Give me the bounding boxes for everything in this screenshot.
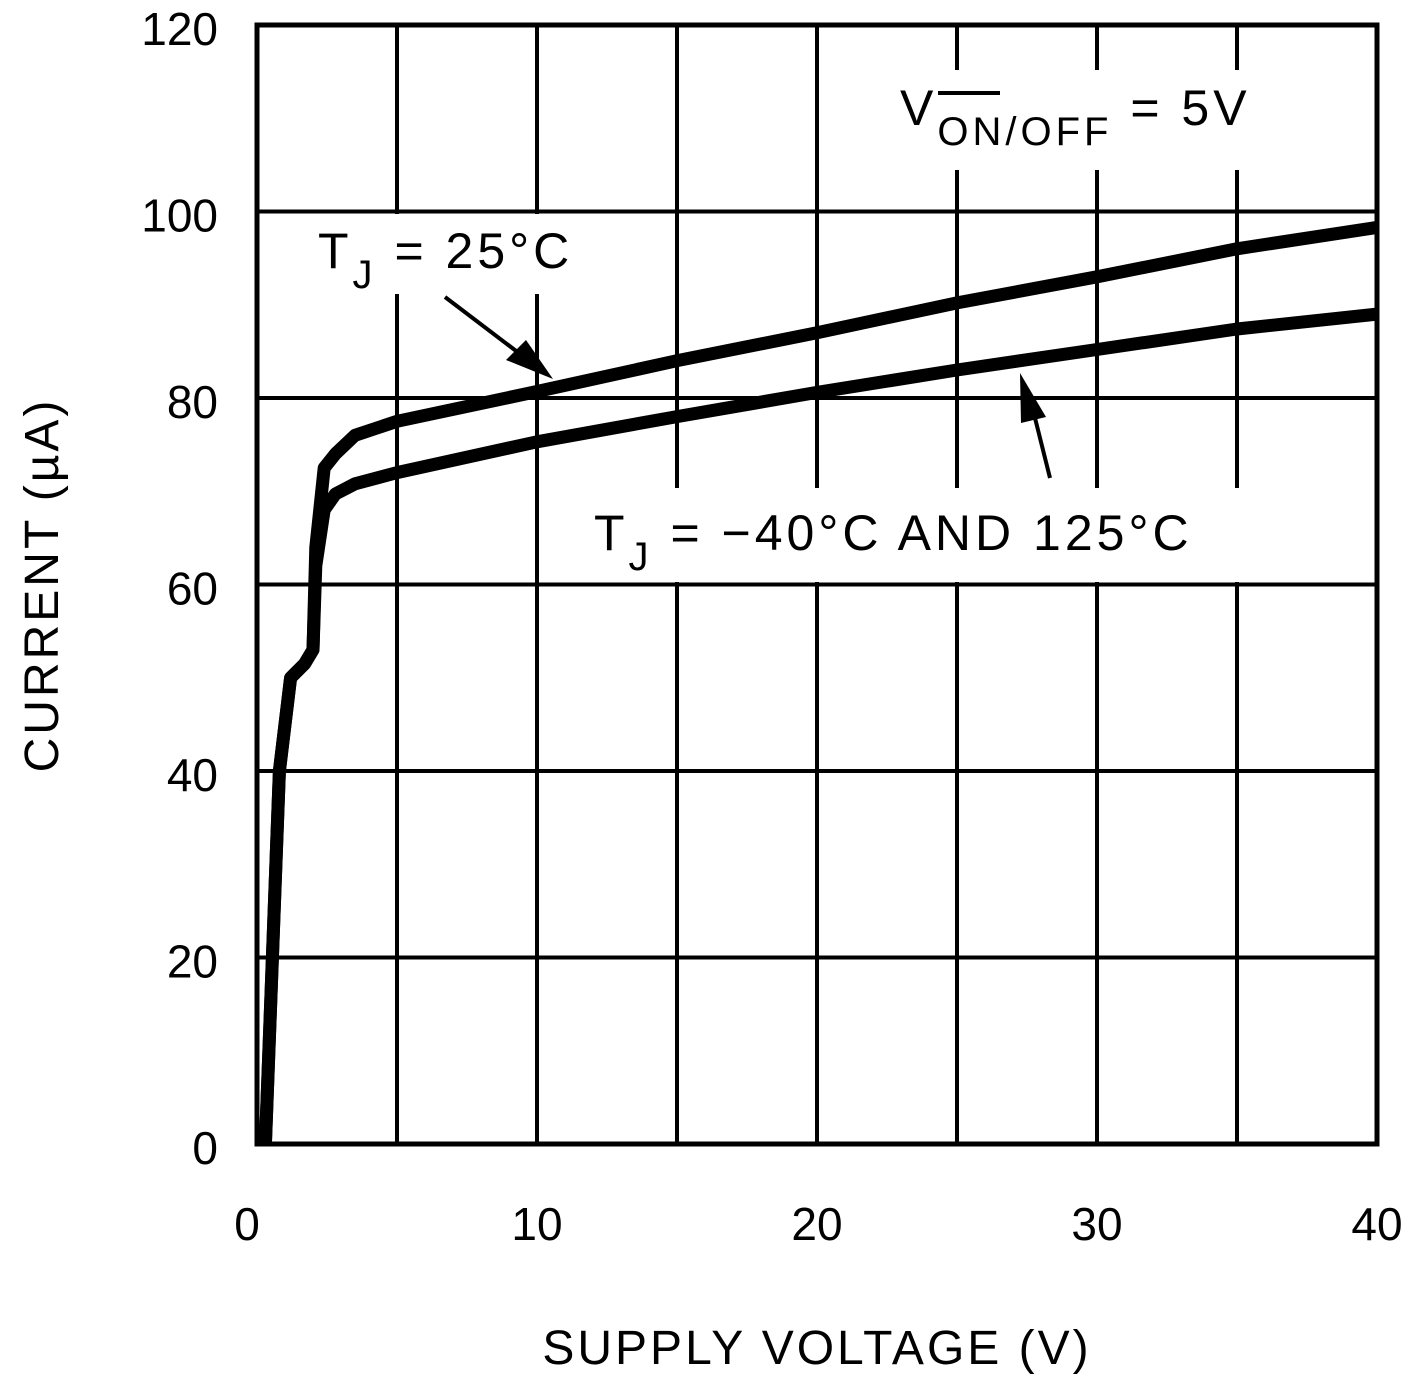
condition-sub-rest: /OFF	[1005, 110, 1112, 154]
arrow-25c	[443, 295, 553, 379]
series-line-1	[258, 307, 1378, 1145]
x-tick-label: 30	[1071, 1198, 1122, 1250]
x-tick-label: 20	[791, 1198, 842, 1250]
y-tick-label: 100	[141, 190, 218, 242]
y-tick-label: 40	[167, 749, 218, 801]
y-tick-label: 120	[141, 3, 218, 55]
x-tick-label: 10	[511, 1198, 562, 1250]
plot-frame	[254, 22, 1380, 1147]
annotation-40c-125c: TJ = −40°C AND 125°C	[594, 505, 1193, 579]
annotation-40c-tail: = −40°C AND 125°C	[653, 505, 1193, 561]
y-tick-label: 0	[192, 1122, 218, 1174]
annotation-25c-main: T	[318, 223, 353, 279]
annotation-bg-40c-125c	[578, 488, 1338, 582]
annotation-40c-sub: J	[629, 535, 653, 579]
condition-sub-overbar: ON	[937, 110, 1005, 154]
condition-annotation: VON/OFF = 5V	[900, 80, 1251, 154]
y-tick-label: 60	[167, 563, 218, 615]
x-axis-tick-labels: 0 10 20 30 40	[234, 1198, 1402, 1250]
y-axis-label: CURRENT (µA)	[16, 398, 69, 773]
annotation-40c-main: T	[594, 505, 629, 561]
condition-value: = 5V	[1112, 80, 1250, 136]
arrow-40c-125c	[1020, 373, 1052, 479]
series-line-0	[258, 220, 1378, 1145]
condition-main: V	[900, 80, 937, 136]
annotation-25c: TJ = 25°C	[318, 223, 573, 297]
y-tick-label: 20	[167, 936, 218, 988]
annotation-bg-25c	[290, 214, 642, 294]
grid-lines	[257, 25, 1377, 1144]
x-axis-label: SUPPLY VOLTAGE (V)	[542, 1322, 1091, 1375]
annotation-bg-condition	[885, 70, 1335, 170]
x-tick-label: 0	[234, 1198, 260, 1250]
annotation-25c-tail: = 25°C	[377, 223, 574, 279]
annotation-25c-sub: J	[353, 253, 377, 297]
y-tick-label: 80	[167, 376, 218, 428]
data-series	[258, 220, 1378, 1145]
x-tick-label: 40	[1351, 1198, 1402, 1250]
y-axis-tick-labels: 0 20 40 60 80 100 120	[141, 3, 218, 1174]
